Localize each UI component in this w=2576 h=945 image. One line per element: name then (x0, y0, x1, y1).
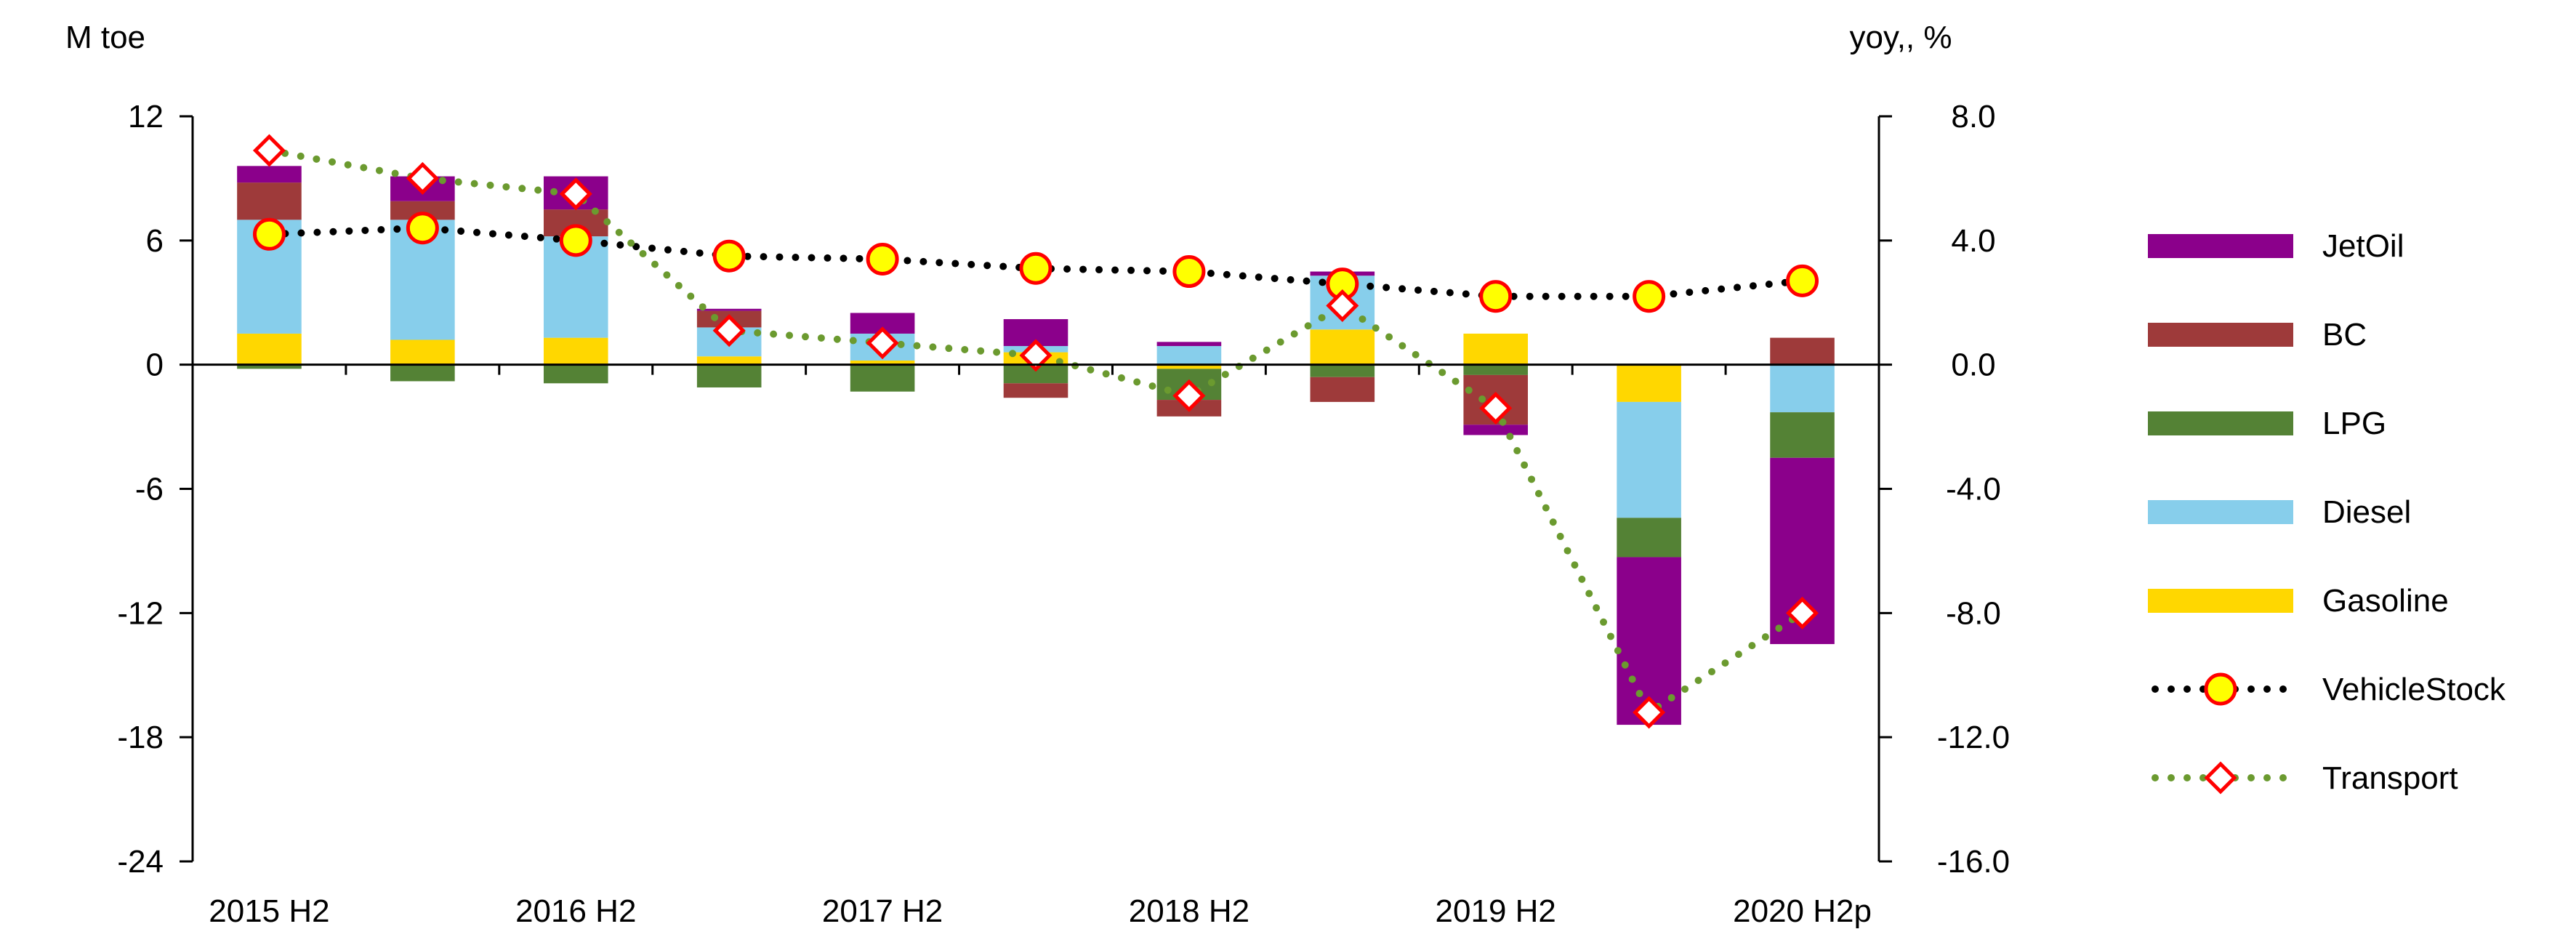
legend-swatch-bc (2148, 323, 2293, 347)
point-vehiclestock-2 (559, 224, 592, 257)
bar-lpg-2 (543, 364, 608, 384)
point-transport-9 (1633, 696, 1666, 729)
bar-diesel-9 (1617, 401, 1681, 518)
right-tick-label: 0.0 (1951, 347, 1995, 383)
legend-label-transport: Transport (2322, 760, 2458, 796)
point-vehiclestock-1 (406, 212, 439, 245)
bar-lpg-1 (390, 364, 455, 382)
bar-lpg-7 (1310, 364, 1375, 377)
x-tick-label: 2017 H2 (822, 893, 943, 929)
legend-swatch-jetoil (2148, 234, 2293, 258)
bar-gasoline-6 (1156, 364, 1222, 369)
bar-jetoil-3 (696, 308, 762, 311)
bar-jetoil-8 (1463, 425, 1529, 435)
right-tick-label: 4.0 (1951, 223, 1995, 259)
point-transport-4 (866, 326, 899, 360)
x-tick-label: 2016 H2 (515, 893, 636, 929)
legend-swatch-lpg (2148, 411, 2293, 435)
right-axis-unit: yoy,, % (1849, 20, 1952, 55)
x-tick-label: 2020 H2p (1733, 893, 1872, 929)
point-vehiclestock-10 (1786, 264, 1819, 297)
right-tick-label: -16.0 (1937, 844, 2010, 880)
point-vehiclestock-6 (1172, 255, 1206, 289)
left-tick-label: 0 (146, 347, 164, 383)
x-tick-label: 2019 H2 (1436, 893, 1556, 929)
point-vehiclestock-5 (1019, 252, 1052, 285)
bar-gasoline-0 (237, 333, 302, 365)
legend-label-bc: BC (2322, 317, 2367, 353)
left-tick-label: 12 (128, 99, 164, 134)
bar-lpg-4 (850, 364, 915, 392)
left-tick-label: 6 (146, 223, 164, 259)
bar-jetoil-0 (237, 166, 302, 183)
bar-gasoline-1 (390, 339, 455, 365)
bars-layer (237, 166, 1835, 725)
legend: JetOil BC LPG Diesel Gasoline VehicleStock Tra… (2148, 228, 2506, 796)
left-tick-label: -12 (117, 595, 164, 631)
legend-swatch-gasoline (2148, 589, 2293, 613)
point-vehiclestock-9 (1633, 280, 1666, 313)
bar-diesel-10 (1770, 364, 1835, 413)
legend-label-vehiclestock: VehicleStock (2322, 672, 2506, 707)
point-transport-6 (1172, 379, 1206, 412)
line-transport (265, 146, 1806, 718)
legend-marker-transport (2204, 761, 2237, 795)
point-vehiclestock-4 (866, 242, 899, 276)
point-transport-7 (1326, 289, 1359, 323)
lines-layer (252, 134, 1819, 729)
bar-jetoil-6 (1156, 342, 1222, 347)
bar-bc-7 (1310, 377, 1375, 402)
left-tick-label: -24 (117, 844, 164, 880)
bar-lpg-10 (1770, 412, 1835, 458)
point-transport-8 (1479, 391, 1513, 425)
legend-label-diesel: Diesel (2322, 494, 2411, 530)
bar-lpg-0 (237, 364, 302, 369)
point-vehiclestock-0 (252, 217, 286, 251)
bar-gasoline-9 (1617, 364, 1681, 402)
point-transport-0 (252, 134, 286, 167)
legend-swatch-diesel (2148, 500, 2293, 524)
bar-gasoline-7 (1310, 329, 1375, 365)
right-tick-label: -8.0 (1946, 595, 2001, 631)
right-tick-label: 8.0 (1951, 99, 1995, 134)
bar-gasoline-8 (1463, 333, 1529, 365)
bar-lpg-3 (696, 364, 762, 387)
point-vehiclestock-3 (712, 239, 746, 273)
bar-lpg-8 (1463, 364, 1529, 375)
left-axis-unit: M toe (65, 20, 145, 55)
point-transport-10 (1786, 596, 1819, 630)
point-transport-2 (559, 177, 592, 211)
legend-marker-vehiclestock (2204, 672, 2237, 706)
bar-lpg-9 (1617, 518, 1681, 558)
legend-label-lpg: LPG (2322, 406, 2386, 441)
legend-label-gasoline: Gasoline (2322, 583, 2449, 619)
point-transport-3 (712, 314, 746, 347)
bar-gasoline-4 (850, 360, 915, 365)
point-vehiclestock-8 (1479, 280, 1513, 313)
left-tick-label: -18 (117, 720, 164, 755)
bar-bc-0 (237, 182, 302, 220)
right-tick-label: -12.0 (1937, 720, 2010, 755)
bar-bc-10 (1770, 337, 1835, 365)
bar-diesel-6 (1156, 346, 1222, 365)
x-tick-label: 2015 H2 (209, 893, 329, 929)
x-tick-label: 2018 H2 (1129, 893, 1249, 929)
right-tick-label: -4.0 (1946, 472, 2001, 507)
legend-label-jetoil: JetOil (2322, 228, 2404, 264)
axes-layer: 12 6 0 -6 -12 -18 -24 8.0 4.0 0.0 -4.0 -8.0 -12.0 -16… (65, 20, 2010, 929)
point-transport-5 (1019, 339, 1052, 372)
bar-bc-5 (1003, 383, 1068, 398)
left-tick-label: -6 (135, 472, 164, 507)
bar-gasoline-3 (696, 356, 762, 365)
point-transport-1 (406, 161, 439, 195)
bar-gasoline-2 (543, 337, 608, 365)
